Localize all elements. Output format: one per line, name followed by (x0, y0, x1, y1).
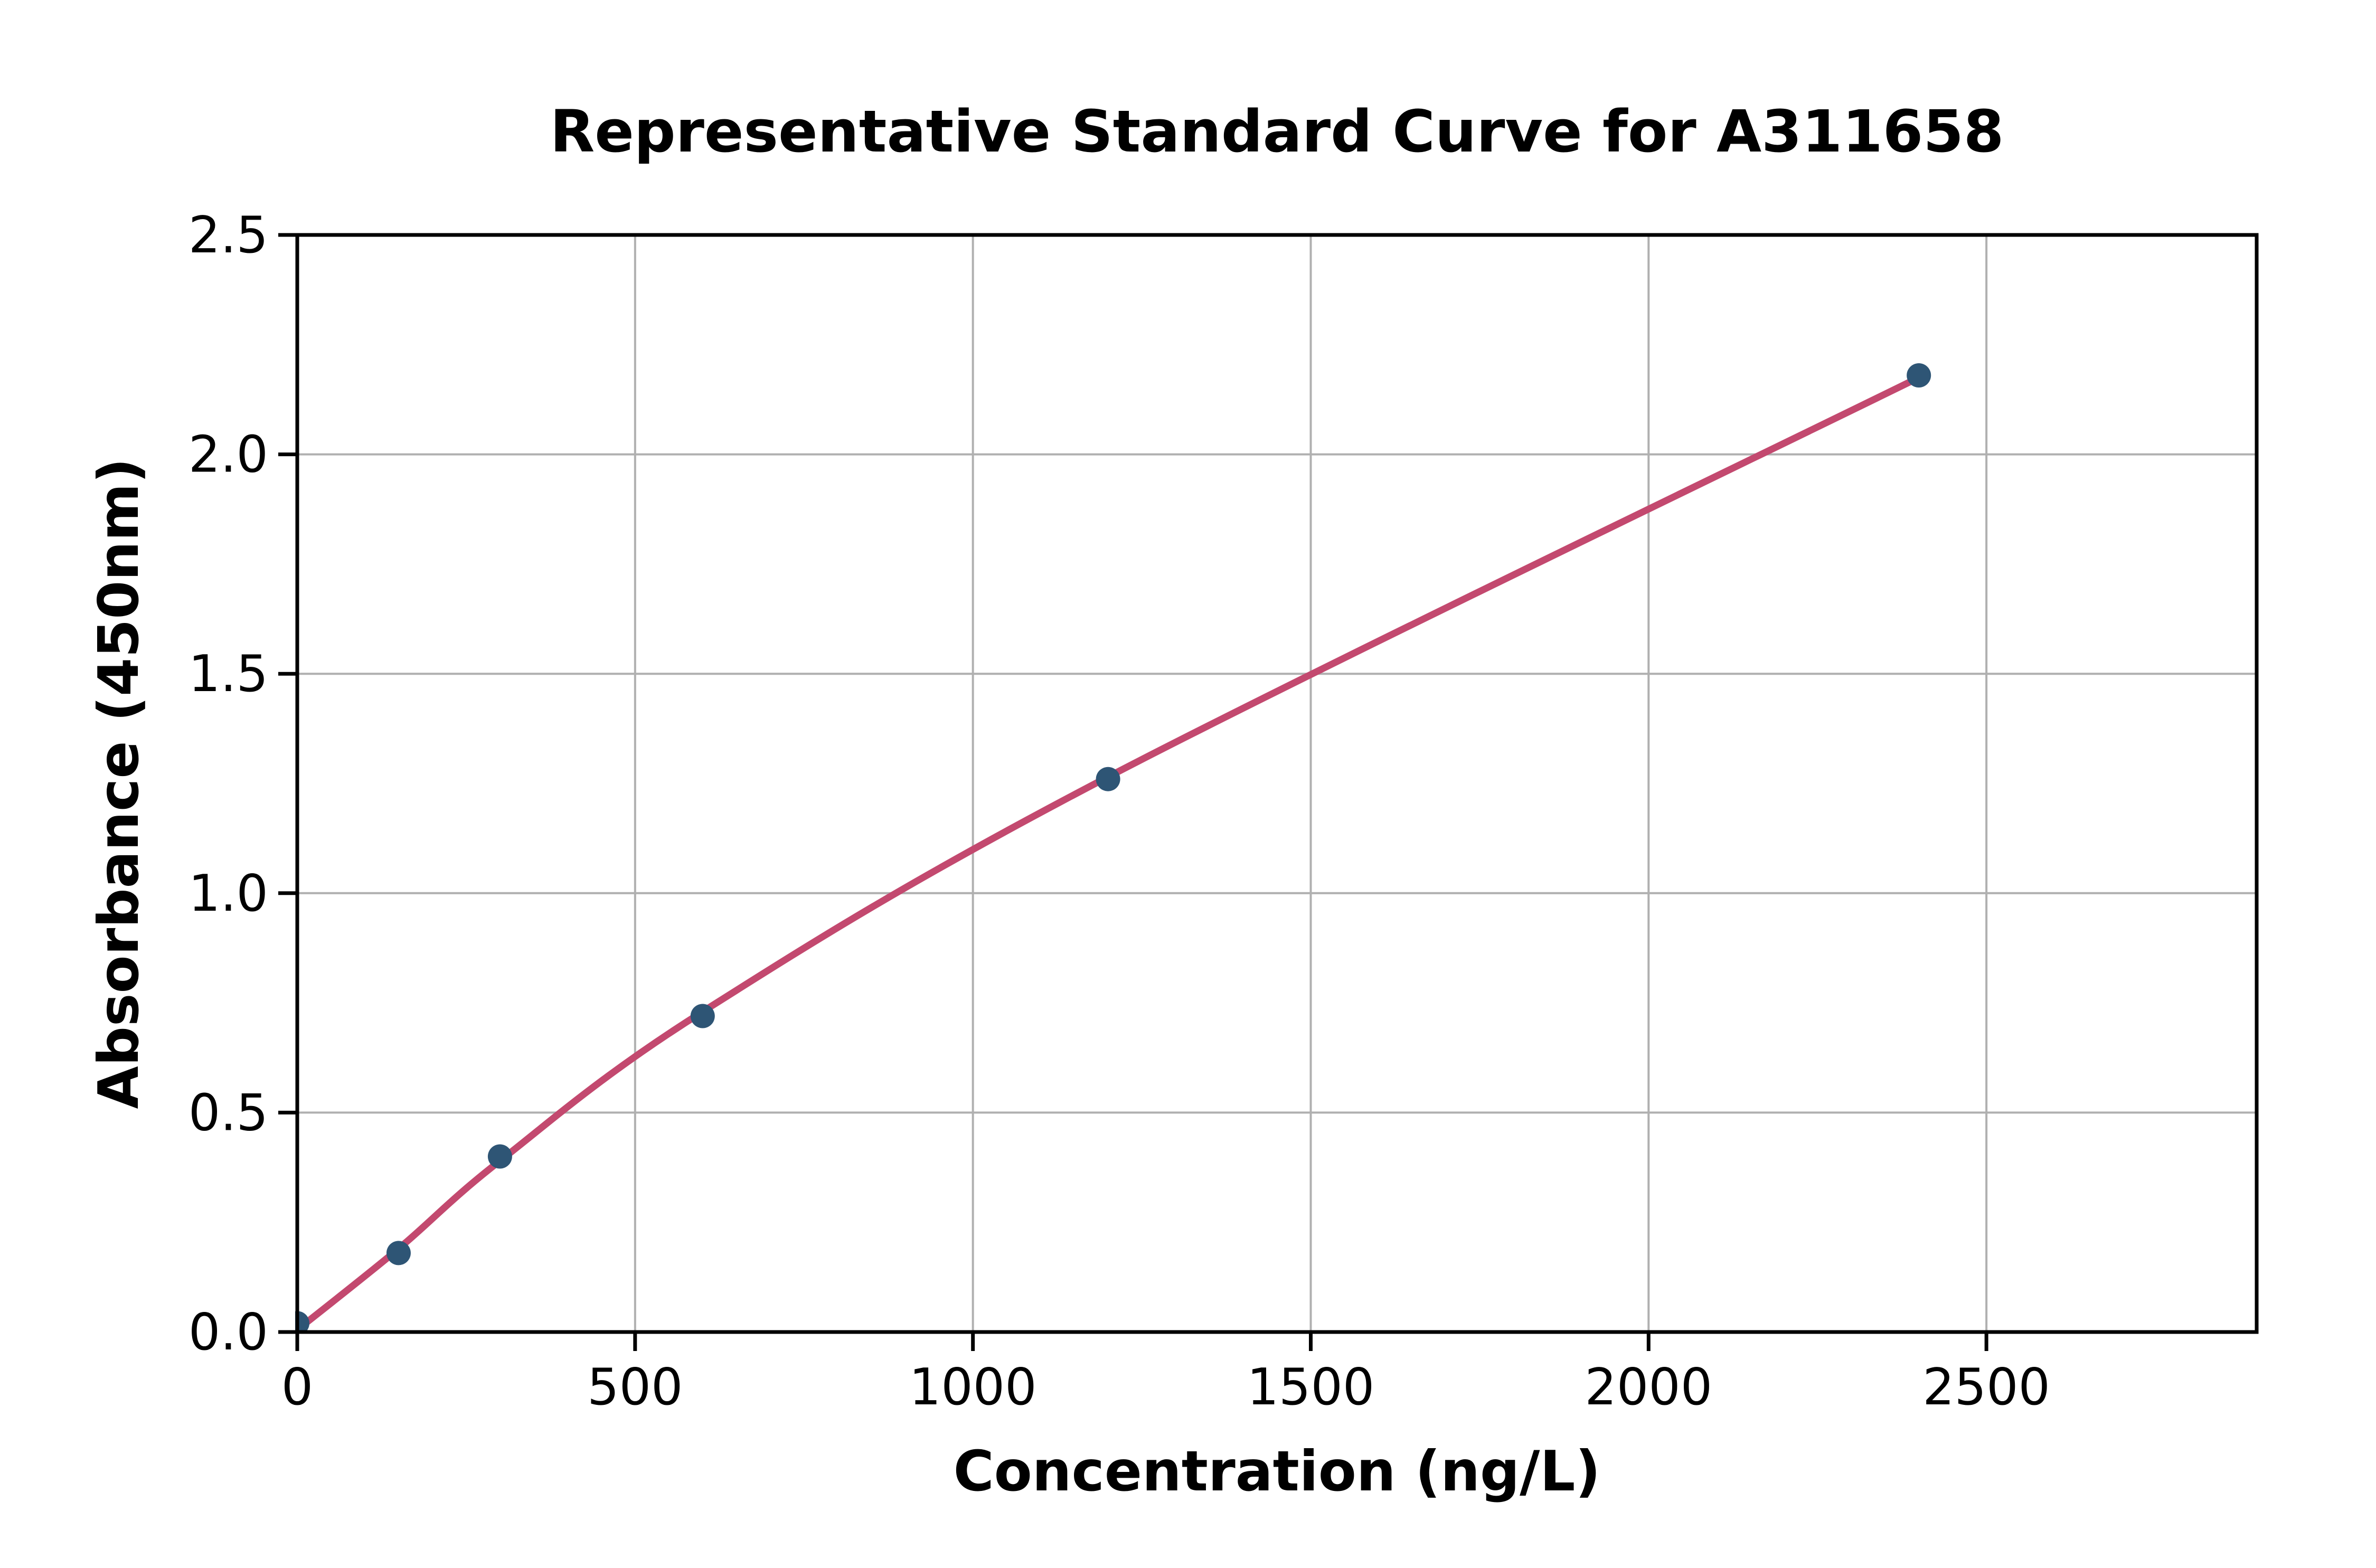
x-tick-label: 500 (587, 1358, 683, 1416)
y-tick-label: 1.0 (188, 865, 268, 923)
plot-border (295, 233, 2259, 1334)
y-tick-label: 0.5 (188, 1084, 268, 1142)
y-tick-label: 1.5 (188, 645, 268, 703)
x-tick-label: 1500 (1247, 1358, 1375, 1416)
data-point (690, 1004, 715, 1028)
x-tick-label: 0 (281, 1358, 313, 1416)
x-tick-label: 1000 (909, 1358, 1037, 1416)
y-tick-label: 0.0 (188, 1303, 268, 1362)
data-point (487, 1144, 512, 1169)
data-point (1907, 363, 1931, 388)
y-tick-label: 2.5 (188, 206, 268, 265)
x-tick-label: 2000 (1585, 1358, 1712, 1416)
x-tick-label: 2500 (1922, 1358, 2050, 1416)
fit-curve-line (295, 374, 1922, 1332)
data-point (1096, 767, 1120, 791)
chart-title: Representative Standard Curve for A31165… (550, 98, 2004, 165)
y-tick-label: 2.0 (188, 426, 268, 484)
data-point (386, 1241, 411, 1265)
x-axis-label: Concentration (ng/L) (953, 1439, 1601, 1504)
